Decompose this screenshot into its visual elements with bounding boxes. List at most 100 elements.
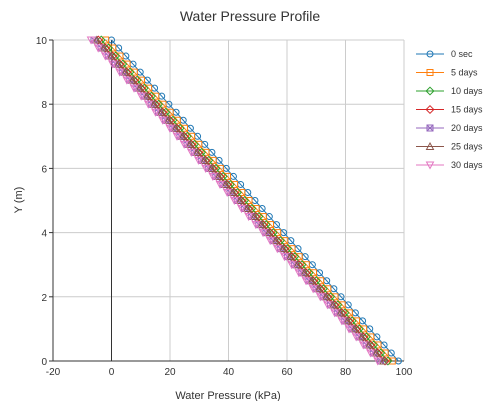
x-axis-title: Water Pressure (kPa) bbox=[175, 390, 280, 401]
data-point bbox=[207, 163, 216, 172]
chart-title: Water Pressure Profile bbox=[180, 8, 321, 24]
data-point bbox=[129, 84, 139, 93]
data-point bbox=[243, 203, 252, 213]
series-0-sec bbox=[108, 36, 402, 365]
data-point bbox=[336, 308, 345, 317]
data-point bbox=[114, 59, 123, 68]
data-point bbox=[208, 172, 218, 181]
legend-item[interactable]: 0 sec bbox=[416, 49, 473, 59]
legend-label: 10 days bbox=[451, 86, 483, 96]
legend-item[interactable]: 10 days bbox=[416, 86, 483, 96]
legend-label: 25 days bbox=[451, 142, 483, 152]
data-point bbox=[187, 148, 196, 157]
legend-marker bbox=[425, 141, 435, 150]
data-point bbox=[151, 108, 160, 117]
series-line bbox=[90, 39, 379, 362]
data-point bbox=[273, 245, 282, 254]
data-point bbox=[194, 156, 203, 165]
data-point bbox=[265, 237, 275, 246]
legend-label: 30 days bbox=[451, 160, 483, 170]
legend-item[interactable]: 20 days bbox=[416, 123, 483, 133]
legend-item[interactable]: 30 days bbox=[416, 160, 483, 170]
y-tick-label: 0 bbox=[41, 357, 47, 368]
data-point bbox=[271, 236, 281, 245]
legend-marker bbox=[425, 161, 435, 170]
series-line bbox=[111, 39, 399, 362]
data-point bbox=[200, 155, 209, 164]
data-point bbox=[307, 276, 317, 285]
data-point bbox=[287, 261, 297, 270]
data-point bbox=[373, 357, 383, 366]
series-line bbox=[100, 39, 389, 362]
data-point bbox=[122, 76, 132, 85]
legend-item[interactable]: 15 days bbox=[416, 105, 483, 115]
data-point bbox=[192, 147, 202, 156]
legend-label: 5 days bbox=[451, 68, 478, 78]
grid bbox=[52, 39, 405, 362]
data-point bbox=[244, 213, 254, 222]
data-point bbox=[251, 221, 261, 230]
series-10-days bbox=[96, 35, 393, 366]
data-point bbox=[106, 51, 116, 60]
legend-item[interactable]: 5 days bbox=[416, 68, 478, 78]
data-point bbox=[214, 171, 224, 180]
data-point bbox=[258, 229, 268, 238]
data-point bbox=[158, 116, 168, 125]
x-tick-label: 40 bbox=[223, 367, 235, 378]
series-line bbox=[96, 39, 384, 362]
data-point bbox=[101, 52, 110, 61]
data-point bbox=[142, 91, 152, 100]
data-point bbox=[135, 83, 145, 92]
data-point bbox=[321, 292, 331, 301]
data-point bbox=[235, 195, 245, 204]
data-point bbox=[383, 356, 393, 366]
series-30-days bbox=[86, 36, 383, 366]
data-point bbox=[215, 180, 225, 190]
data-point bbox=[172, 132, 182, 141]
data-point bbox=[179, 140, 189, 149]
data-point bbox=[280, 253, 289, 262]
data-point bbox=[121, 67, 130, 76]
data-point bbox=[92, 35, 102, 44]
data-point bbox=[357, 332, 367, 341]
y-tick-label: 10 bbox=[36, 36, 48, 47]
data-point bbox=[316, 293, 325, 302]
data-point bbox=[93, 44, 103, 53]
data-point bbox=[157, 107, 166, 116]
data-point bbox=[379, 356, 388, 365]
series-20-days bbox=[90, 36, 385, 365]
data-point bbox=[351, 333, 361, 342]
data-point bbox=[308, 285, 318, 294]
data-point bbox=[257, 220, 267, 229]
x-tick-label: -20 bbox=[46, 367, 61, 378]
data-point bbox=[221, 179, 231, 188]
data-point bbox=[372, 348, 381, 357]
data-point bbox=[228, 187, 238, 196]
data-point bbox=[144, 100, 153, 109]
x-tick-label: 60 bbox=[281, 367, 293, 378]
legend-marker bbox=[425, 86, 435, 96]
data-point bbox=[115, 68, 125, 77]
legend: 0 sec 5 days 10 days 15 days 20 days 25 days 3… bbox=[416, 49, 483, 170]
legend-label: 20 days bbox=[451, 123, 483, 133]
data-point bbox=[108, 60, 117, 69]
data-point bbox=[350, 324, 360, 333]
x-tick-label: 20 bbox=[164, 367, 176, 378]
data-point bbox=[293, 260, 302, 269]
y-tick-label: 8 bbox=[41, 100, 47, 111]
data-point bbox=[178, 131, 188, 140]
data-point bbox=[149, 99, 159, 108]
data-point bbox=[300, 268, 310, 277]
data-point bbox=[314, 284, 324, 293]
data-point bbox=[128, 75, 138, 84]
legend-item[interactable]: 25 days bbox=[416, 142, 483, 152]
data-point bbox=[86, 36, 96, 45]
legend-marker bbox=[426, 69, 434, 76]
data-point bbox=[344, 325, 354, 334]
data-point bbox=[171, 123, 181, 132]
legend-label: 15 days bbox=[451, 105, 483, 115]
data-point bbox=[165, 124, 175, 133]
data-point bbox=[230, 197, 239, 206]
y-tick-label: 4 bbox=[41, 229, 47, 240]
